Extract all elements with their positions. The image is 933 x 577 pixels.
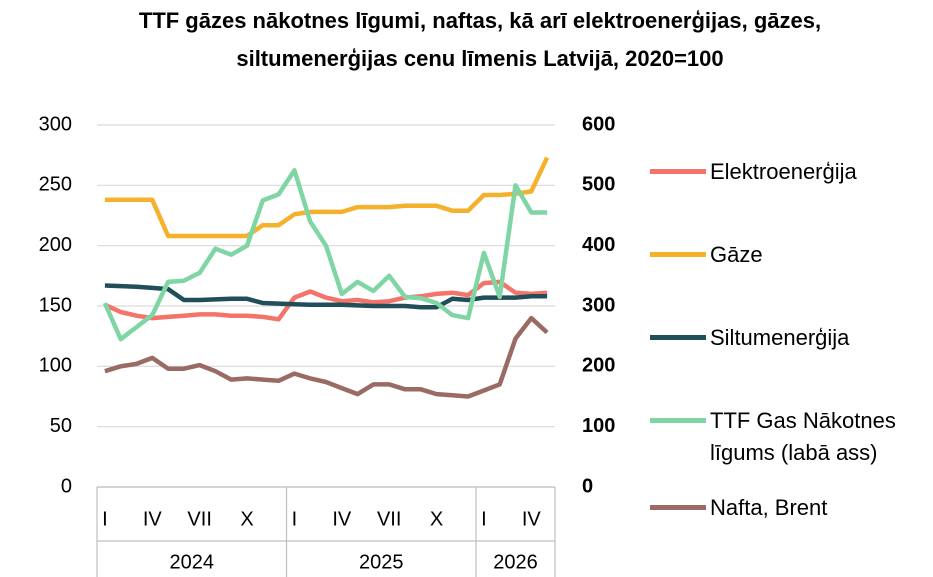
x-group-label: 2026: [493, 551, 538, 573]
y2-tick-label: 500: [582, 174, 615, 196]
legend-label: Nafta, Brent: [710, 495, 828, 520]
x-tick-label: VII: [377, 508, 401, 530]
series-line: [104, 315, 549, 399]
x-tick-label: IV: [143, 508, 163, 530]
chart-title: TTF gāzes nākotnes līgumi, naftas, kā ar…: [138, 8, 822, 71]
y2-tick-label: 300: [582, 294, 615, 316]
y-tick-label: 150: [39, 294, 72, 316]
legend-label: Gāze: [710, 242, 763, 267]
y-tick-label: 300: [39, 113, 72, 135]
legend-swatch: [650, 418, 706, 423]
x-group-label: 2024: [170, 551, 215, 573]
series-line: [102, 168, 548, 342]
x-tick-label: I: [292, 508, 298, 530]
y2-tick-label: 400: [582, 234, 615, 256]
x-tick-label: X: [430, 508, 443, 530]
y2-tick-label: 0: [582, 475, 593, 497]
y2-tick-label: 200: [582, 355, 615, 377]
legend-swatch: [650, 505, 706, 510]
legend-label: Elektroenerģija: [710, 159, 857, 184]
y-tick-label: 50: [50, 415, 72, 437]
x-tick-label: VII: [187, 508, 211, 530]
y2-tick-label: 100: [582, 415, 615, 437]
y-tick-label: 250: [39, 174, 72, 196]
y2-tick-label: 600: [582, 113, 615, 135]
x-tick-label: I: [481, 508, 487, 530]
legend-item: Siltumenerģija: [650, 322, 930, 354]
legend-item: TTF Gas Nākotnes līgums (labā ass): [650, 405, 930, 469]
legend-item: Elektroenerģija: [650, 156, 930, 188]
series-line: [104, 156, 550, 239]
legend-swatch: [650, 335, 706, 340]
legend-swatch: [650, 252, 706, 257]
legend-label: Siltumenerģija: [710, 325, 850, 350]
y-tick-label: 200: [39, 234, 72, 256]
y-tick-label: 0: [61, 475, 72, 497]
x-tick-label: IV: [522, 508, 542, 530]
x-tick-label: I: [102, 508, 108, 530]
y-tick-label: 100: [39, 355, 72, 377]
x-tick-label: IV: [332, 508, 352, 530]
legend-label: TTF Gas Nākotnes līgums (labā ass): [710, 408, 896, 465]
legend-item: Gāze: [650, 239, 930, 271]
x-group-label: 2025: [359, 551, 404, 573]
legend-swatch: [650, 169, 706, 174]
series-line: [103, 279, 548, 322]
x-tick-label: X: [240, 508, 253, 530]
legend-item: Nafta, Brent: [650, 492, 930, 524]
